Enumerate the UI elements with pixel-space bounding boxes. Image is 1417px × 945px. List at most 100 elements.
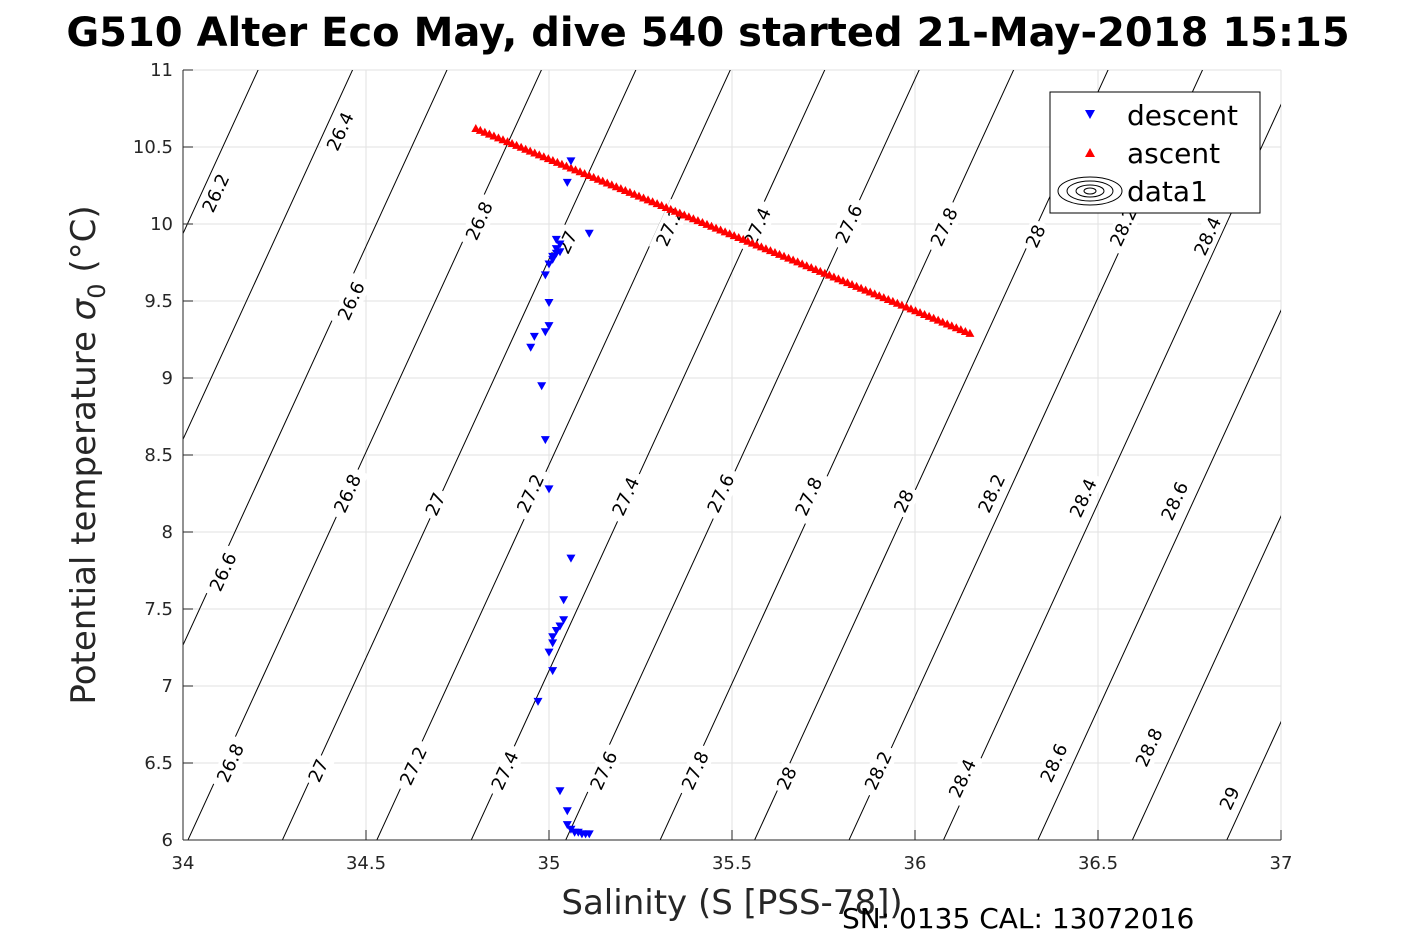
density-contour-line bbox=[1226, 720, 1281, 840]
legend: descent ascent data1 bbox=[1049, 91, 1261, 214]
density-contour-line bbox=[1131, 514, 1281, 840]
contour-label-background bbox=[1154, 472, 1196, 530]
x-tick-label: 34.5 bbox=[346, 853, 386, 874]
contour-label-background bbox=[419, 486, 452, 523]
contour-label-background bbox=[1213, 780, 1247, 817]
contour-label-background bbox=[302, 752, 335, 789]
contour-label-background bbox=[788, 468, 830, 525]
contour-label-background bbox=[195, 164, 237, 222]
contour-label-background bbox=[605, 468, 647, 525]
descent-series bbox=[526, 157, 594, 839]
descent-point bbox=[544, 485, 554, 494]
contour-label-background bbox=[484, 742, 526, 799]
contour-label-background bbox=[828, 195, 870, 253]
descent-point bbox=[544, 299, 554, 308]
y-tick-label: 6 bbox=[162, 830, 173, 851]
descent-point bbox=[540, 271, 550, 280]
serial-calibration-footer: SN: 0135 CAL: 13072016 bbox=[842, 902, 1194, 935]
density-contour-line bbox=[1037, 309, 1281, 840]
x-axis-label: Salinity (S [PSS-78]) bbox=[561, 883, 902, 923]
axes-frame bbox=[182, 69, 1282, 841]
legend-data1-label: data1 bbox=[1127, 175, 1208, 208]
y-tick-label: 6.5 bbox=[144, 753, 173, 774]
chart-title: G510 Alter Eco May, dive 540 started 21-… bbox=[66, 10, 1349, 56]
descent-point bbox=[551, 235, 561, 244]
legend-descent-label: descent bbox=[1127, 99, 1238, 132]
descent-point bbox=[548, 667, 558, 676]
contour-label-background bbox=[700, 465, 742, 522]
descent-point bbox=[540, 436, 550, 445]
descent-point bbox=[551, 627, 561, 636]
descent-point bbox=[559, 616, 569, 625]
contour-label-background bbox=[857, 742, 900, 799]
contour-label-background bbox=[770, 760, 804, 797]
contour-label-background bbox=[326, 465, 369, 522]
contour-label-background bbox=[583, 742, 625, 799]
contour-label-background bbox=[458, 192, 501, 250]
legend-ascent-marker bbox=[1085, 148, 1095, 157]
y-axis-label: Potential temperature σ0 (°C) bbox=[64, 205, 111, 704]
contour-label-background bbox=[674, 742, 717, 799]
descent-point bbox=[548, 633, 558, 642]
descent-point bbox=[544, 322, 554, 331]
legend-descent-marker bbox=[1085, 110, 1095, 119]
contour-label-background bbox=[330, 272, 373, 330]
y-tick-label: 9.5 bbox=[144, 291, 173, 312]
contour-label-background bbox=[209, 734, 252, 792]
contour-label-background bbox=[202, 543, 245, 601]
y-tick-label: 7.5 bbox=[144, 599, 173, 620]
x-tick-label: 35.5 bbox=[712, 853, 752, 874]
legend-ascent-label: ascent bbox=[1127, 137, 1220, 170]
contour-label-background bbox=[941, 750, 984, 807]
descent-point bbox=[540, 328, 550, 337]
tick-labels: 34 34.5 35 35.5 36 36.5 37 6 6.5 7 7.5 8 8.5 9 9.5 10 10… bbox=[133, 60, 1293, 874]
y-axis-label-subscript: 0 bbox=[83, 283, 111, 298]
density-contour-line bbox=[183, 70, 259, 235]
contour-label-background bbox=[319, 103, 362, 160]
contour-label-background bbox=[887, 482, 921, 520]
y-tick-label: 8.5 bbox=[144, 445, 173, 466]
descent-point bbox=[555, 622, 565, 631]
descent-point bbox=[526, 343, 536, 352]
y-axis-label-unit: (°C) bbox=[64, 205, 104, 283]
descent-point bbox=[559, 596, 569, 605]
x-tick-label: 36 bbox=[904, 853, 927, 874]
descent-point bbox=[566, 157, 576, 166]
x-tick-label: 36.5 bbox=[1078, 853, 1118, 874]
contour-label-background bbox=[1062, 469, 1105, 527]
ascent-point bbox=[965, 328, 975, 337]
descent-point bbox=[555, 240, 565, 249]
descent-point bbox=[566, 554, 576, 563]
contour-label-background bbox=[1019, 218, 1053, 255]
descent-point bbox=[537, 382, 547, 391]
descent-point bbox=[533, 697, 543, 706]
density-contour-line bbox=[183, 70, 354, 441]
y-tick-label: 7 bbox=[162, 676, 173, 697]
y-axis-label-main: Potential temperature bbox=[64, 320, 104, 704]
descent-point bbox=[584, 229, 594, 238]
descent-point bbox=[544, 260, 554, 269]
y-axis-label-symbol: σ bbox=[64, 297, 104, 320]
y-tick-label: 8 bbox=[162, 522, 173, 543]
x-tick-label: 34 bbox=[172, 853, 195, 874]
x-tick-label: 37 bbox=[1270, 853, 1293, 874]
descent-point bbox=[548, 639, 558, 648]
y-tick-label: 10.5 bbox=[133, 137, 173, 158]
descent-point bbox=[562, 178, 572, 187]
contour-label-background bbox=[971, 465, 1013, 522]
descent-point bbox=[555, 787, 565, 796]
contour-label-background bbox=[1186, 208, 1229, 265]
contour-label-background bbox=[509, 465, 552, 522]
legend-data1-contour-icon bbox=[1057, 176, 1123, 206]
ascent-series bbox=[471, 124, 975, 337]
y-tick-label: 9 bbox=[162, 368, 173, 389]
contour-label-background bbox=[392, 737, 435, 795]
y-tick-label: 10 bbox=[150, 214, 173, 235]
descent-point bbox=[529, 332, 539, 341]
contour-label-background bbox=[1128, 719, 1171, 776]
contour-label-background bbox=[923, 198, 966, 256]
x-tick-label: 35 bbox=[538, 853, 561, 874]
density-contour-line bbox=[183, 70, 448, 647]
y-tick-label: 11 bbox=[150, 60, 173, 81]
